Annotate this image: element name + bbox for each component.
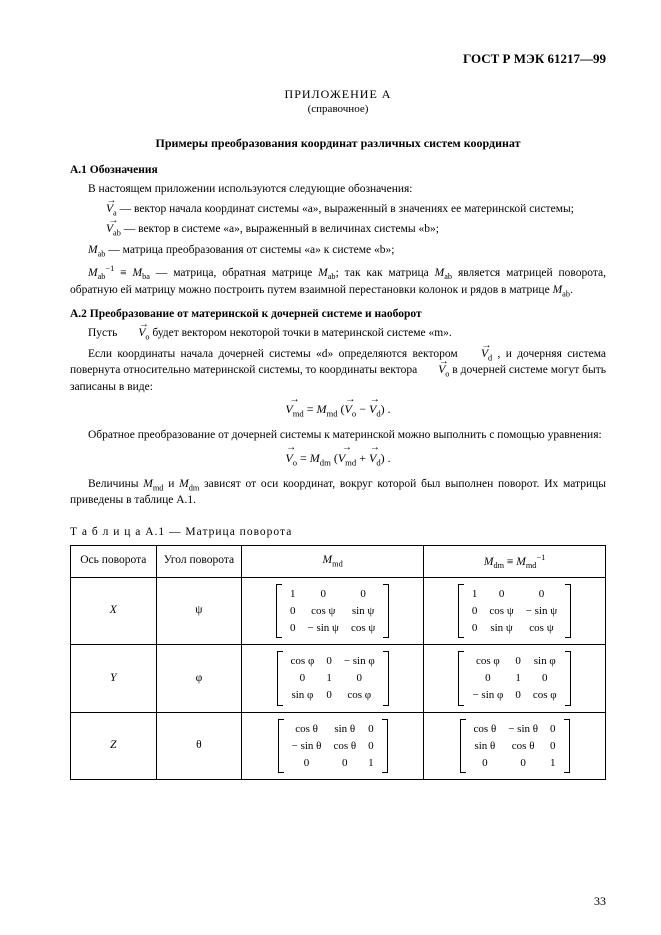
equation-1: Vmd = Mmd (Vo − Vd) .	[70, 401, 606, 420]
angle-cell: θ	[156, 712, 242, 780]
axis-cell: Z	[71, 712, 157, 780]
a1-l4b: ; так как матрица	[336, 267, 435, 279]
doc-id: ГОСТ Р МЭК 61217—99	[70, 50, 606, 68]
a1-line1: Va — вектор начала координат системы «a»…	[70, 202, 606, 218]
section-title: Примеры преобразования координат различн…	[70, 135, 606, 151]
a2-p2: Если координаты начала дочерней системы …	[70, 347, 606, 395]
table-caption: Т а б л и ц а А.1 — Матрица поворота	[70, 525, 606, 541]
th-axis: Ось поворота	[71, 545, 157, 577]
a1-heading: А.1 Обозначения	[70, 163, 606, 179]
th-mmd: Mmd	[242, 545, 424, 577]
a1-l1-text: — вектор начала координат системы «a», в…	[117, 203, 574, 215]
mmd-cell: cos θsin θ0− sin θcos θ0001	[242, 712, 424, 780]
table-row: Y φ cos φ0− sin φ010sin φ0cos φ cos φ0si…	[71, 645, 606, 713]
appendix-note: (справочное)	[70, 102, 606, 117]
table-row: Z θ cos θsin θ0− sin θcos θ0001 cos θ− s…	[71, 712, 606, 780]
a1-l4a: — матрица, обратная матрице	[156, 267, 318, 279]
a2-p1: Пусть Vo будет вектором некоторой точки …	[70, 326, 606, 342]
a1-line4: Mab−1 ≡ Mba — матрица, обратная матрице …	[70, 263, 606, 299]
equation-2: Vo = Mdm (Vmd + Vd) .	[70, 450, 606, 469]
a1-line3: Mab — матрица преобразования от системы …	[70, 243, 606, 259]
th-angle: Угол поворота	[156, 545, 242, 577]
page: ГОСТ Р МЭК 61217—99 ПРИЛОЖЕНИЕ А (справо…	[0, 0, 661, 935]
axis-cell: X	[71, 577, 157, 645]
rotation-table: Ось поворота Угол поворота Mmd Mdm ≡ Mmd…	[70, 545, 606, 781]
mdm-cell: cos θ− sin θ0sin θcos θ0001	[424, 712, 606, 780]
a2-heading: А.2 Преобразование от материнской к доче…	[70, 307, 606, 323]
table-header-row: Ось поворота Угол поворота Mmd Mdm ≡ Mmd…	[71, 545, 606, 577]
a1-l3-text: — матрица преобразования от системы «a» …	[105, 244, 394, 256]
mmd-cell: 1000cos ψsin ψ0− sin ψcos ψ	[242, 577, 424, 645]
appendix-label: ПРИЛОЖЕНИЕ А	[70, 86, 606, 102]
th-mdm: Mdm ≡ Mmd−1	[424, 545, 606, 577]
a2-p2a: Если координаты начала дочерней системы …	[88, 348, 463, 360]
a2-p4b: и	[163, 478, 179, 490]
a1-line2: Vab — вектор в системе «a», выраженный в…	[70, 222, 606, 238]
angle-cell: ψ	[156, 577, 242, 645]
mdm-cell: 1000cos ψ− sin ψ0sin ψcos ψ	[424, 577, 606, 645]
a2-p4: Величины Mmd и Mdm зависят от оси коорди…	[70, 477, 606, 509]
table-row: X ψ 1000cos ψsin ψ0− sin ψcos ψ 1000cos …	[71, 577, 606, 645]
axis-cell: Y	[71, 645, 157, 713]
page-number: 33	[594, 893, 606, 909]
a1-l2-text: — вектор в системе «a», выраженный в вел…	[121, 223, 439, 235]
angle-cell: φ	[156, 645, 242, 713]
a2-p1a: Пусть	[88, 327, 120, 339]
mdm-cell: cos φ0sin φ010− sin φ0cos φ	[424, 645, 606, 713]
a2-p1b: будет вектором некоторой точки в материн…	[149, 327, 451, 339]
a2-p4a: Величины	[88, 478, 143, 490]
a1-intro: В настоящем приложении используются след…	[70, 182, 606, 198]
mmd-cell: cos φ0− sin φ010sin φ0cos φ	[242, 645, 424, 713]
